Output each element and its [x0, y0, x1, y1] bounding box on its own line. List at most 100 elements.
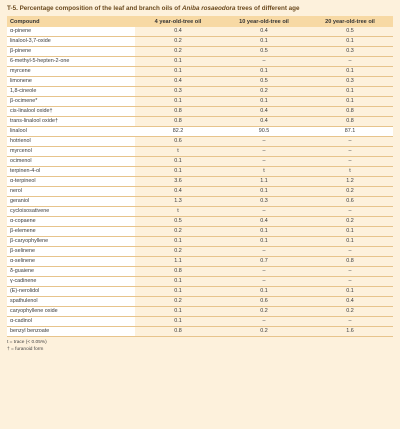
table-row: δ-guaiene 0.8– –: [7, 266, 393, 277]
value-10-year: –: [221, 136, 307, 147]
compound-cell: benzyl benzoate: [7, 326, 135, 337]
value-10-year: 0.2: [221, 306, 307, 317]
value-20-year: –: [307, 136, 393, 147]
value-4-year: 0.2: [135, 226, 221, 237]
compound-cell: α-terpineol: [7, 176, 135, 187]
compound-cell: linalool-3,7-oxide: [7, 36, 135, 47]
table-row: hotrienol 0.6– –: [7, 136, 393, 147]
compound-cell: ocimenol: [7, 156, 135, 167]
value-10-year: –: [221, 266, 307, 277]
table-row: terpinen-4-ol 0.1 t t: [7, 166, 393, 177]
table-row: (E)-nerolidol 0.1 0.1 0.1: [7, 286, 393, 297]
value-20-year: t: [307, 166, 393, 177]
value-20-year: –: [307, 246, 393, 257]
table-row: ocimenol 0.1– –: [7, 156, 393, 167]
value-10-year: 0.1: [221, 286, 307, 297]
value-4-year: 3.6: [135, 176, 221, 187]
title-species: Aniba rosaeodora: [181, 5, 236, 12]
table-row: α-terpineol 3.6 1.1 1.2: [7, 176, 393, 187]
footnotes: t = trace (< 0.05%) † = furanoid form: [7, 340, 393, 353]
value-10-year: 0.5: [221, 76, 307, 87]
title-suffix: trees of different age: [235, 5, 300, 12]
value-4-year: 0.1: [135, 306, 221, 317]
table-row: myrcene 0.1 0.1 0.1: [7, 66, 393, 77]
compound-cell: myrcene: [7, 66, 135, 77]
value-20-year: –: [307, 156, 393, 167]
value-10-year: –: [221, 146, 307, 157]
value-10-year: –: [221, 156, 307, 167]
value-20-year: 0.8: [307, 116, 393, 127]
value-10-year: 0.7: [221, 256, 307, 267]
table-row: linalool 82.2 90.5 87.1: [7, 126, 393, 137]
value-20-year: 0.6: [307, 196, 393, 207]
compound-cell: β-pinene: [7, 46, 135, 57]
value-20-year: –: [307, 146, 393, 157]
compound-cell: caryophyllene oxide: [7, 306, 135, 317]
table-title: T-5. Percentage composition of the leaf …: [7, 4, 393, 14]
value-4-year: 0.1: [135, 66, 221, 77]
value-10-year: 0.6: [221, 296, 307, 307]
table-row: cis-linalool oxide† 0.8 0.4 0.8: [7, 106, 393, 117]
compound-cell: δ-guaiene: [7, 266, 135, 277]
table-row: β-elemene 0.2 0.1 0.1: [7, 226, 393, 237]
value-4-year: 0.4: [135, 27, 221, 37]
value-20-year: –: [307, 316, 393, 327]
table-row: cycloisosativene t – –: [7, 206, 393, 217]
value-4-year: 0.2: [135, 246, 221, 257]
compound-cell: β-ocimene*: [7, 96, 135, 107]
value-4-year: 0.2: [135, 36, 221, 47]
value-10-year: 0.2: [221, 326, 307, 337]
compound-cell: geraniol: [7, 196, 135, 207]
table-row: 1,8-cineole 0.3 0.2 0.1: [7, 86, 393, 97]
value-20-year: 1.6: [307, 326, 393, 337]
table-row: geraniol 1.3 0.3 0.6: [7, 196, 393, 207]
value-20-year: 0.5: [307, 27, 393, 37]
table-row: spathulenol 0.2 0.6 0.4: [7, 296, 393, 307]
value-20-year: 0.2: [307, 216, 393, 227]
value-20-year: 0.1: [307, 96, 393, 107]
value-20-year: 0.1: [307, 66, 393, 77]
value-10-year: t: [221, 166, 307, 177]
value-20-year: 0.1: [307, 36, 393, 47]
value-10-year: 0.4: [221, 216, 307, 227]
compound-cell: linalool: [7, 126, 135, 137]
header-10-year: 10 year-old-tree oil: [221, 16, 307, 27]
compound-cell: 1,8-cineole: [7, 86, 135, 97]
value-20-year: 0.2: [307, 306, 393, 317]
compound-cell: α-copaene: [7, 216, 135, 227]
value-10-year: 0.1: [221, 66, 307, 77]
header-compound: Compound: [7, 16, 135, 27]
value-10-year: 0.4: [221, 106, 307, 117]
compound-cell: β-caryophyllene: [7, 236, 135, 247]
table-row: nerol 0.4 0.1 0.2: [7, 186, 393, 197]
value-10-year: 0.4: [221, 27, 307, 37]
value-10-year: 0.5: [221, 46, 307, 57]
compound-cell: trans-linalool oxide†: [7, 116, 135, 127]
value-10-year: 0.4: [221, 116, 307, 127]
compound-cell: (E)-nerolidol: [7, 286, 135, 297]
compound-cell: α-pinene: [7, 27, 135, 37]
table-row: α-cadinol 0.1– –: [7, 316, 393, 327]
table-row: β-ocimene* 0.1 0.1 0.1: [7, 96, 393, 107]
value-4-year: 0.1: [135, 236, 221, 247]
table-row: 6-methyl-5-hepten-2-one 0.1– –: [7, 56, 393, 67]
composition-table: Compound 4 year-old-tree oil 10 year-old…: [7, 16, 393, 337]
value-20-year: –: [307, 206, 393, 217]
value-4-year: 1.3: [135, 196, 221, 207]
value-4-year: 0.8: [135, 116, 221, 127]
table-row: α-copaene 0.5 0.4 0.2: [7, 216, 393, 227]
value-20-year: 87.1: [307, 126, 393, 137]
footnote-trace: t = trace (< 0.05%): [7, 340, 47, 345]
value-20-year: 0.1: [307, 86, 393, 97]
compound-cell: α-selinene: [7, 256, 135, 267]
table-row: α-selinene 1.1 0.7 0.8: [7, 256, 393, 267]
table-row: trans-linalool oxide† 0.8 0.4 0.8: [7, 116, 393, 127]
value-20-year: 1.2: [307, 176, 393, 187]
header-4-year: 4 year-old-tree oil: [135, 16, 221, 27]
value-20-year: 0.1: [307, 226, 393, 237]
table-header-row: Compound 4 year-old-tree oil 10 year-old…: [7, 16, 393, 27]
compound-cell: hotrienol: [7, 136, 135, 147]
table-row: linalool-3,7-oxide 0.2 0.1 0.1: [7, 36, 393, 47]
table-row: myrcenol t – –: [7, 146, 393, 157]
value-20-year: 0.1: [307, 236, 393, 247]
